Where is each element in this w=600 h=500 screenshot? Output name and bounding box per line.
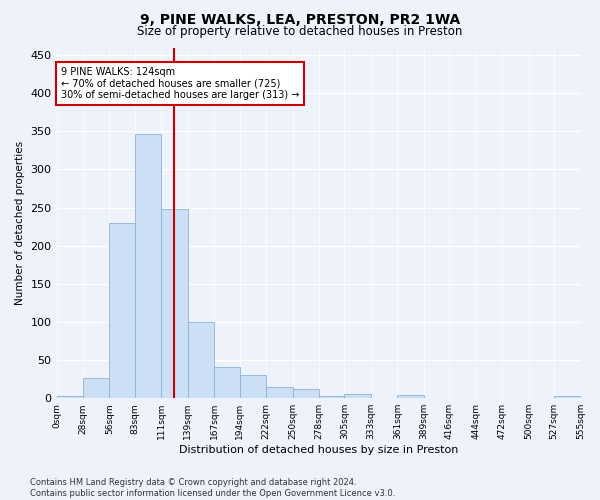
X-axis label: Distribution of detached houses by size in Preston: Distribution of detached houses by size …	[179, 445, 458, 455]
Bar	[554, 396, 581, 398]
Text: 9, PINE WALKS, LEA, PRESTON, PR2 1WA: 9, PINE WALKS, LEA, PRESTON, PR2 1WA	[140, 12, 460, 26]
Bar	[214, 367, 239, 398]
Bar	[188, 322, 214, 398]
Y-axis label: Number of detached properties: Number of detached properties	[15, 141, 25, 305]
Bar	[397, 395, 424, 398]
Text: Contains HM Land Registry data © Crown copyright and database right 2024.
Contai: Contains HM Land Registry data © Crown c…	[30, 478, 395, 498]
Bar	[266, 387, 293, 398]
Bar	[344, 394, 371, 398]
Bar	[161, 209, 188, 398]
Bar	[56, 396, 83, 398]
Bar	[83, 378, 109, 398]
Bar	[293, 389, 319, 398]
Bar	[239, 376, 266, 398]
Bar	[135, 134, 161, 398]
Text: 9 PINE WALKS: 124sqm
← 70% of detached houses are smaller (725)
30% of semi-deta: 9 PINE WALKS: 124sqm ← 70% of detached h…	[61, 66, 299, 100]
Text: Size of property relative to detached houses in Preston: Size of property relative to detached ho…	[137, 25, 463, 38]
Bar	[319, 396, 344, 398]
Bar	[109, 223, 135, 398]
